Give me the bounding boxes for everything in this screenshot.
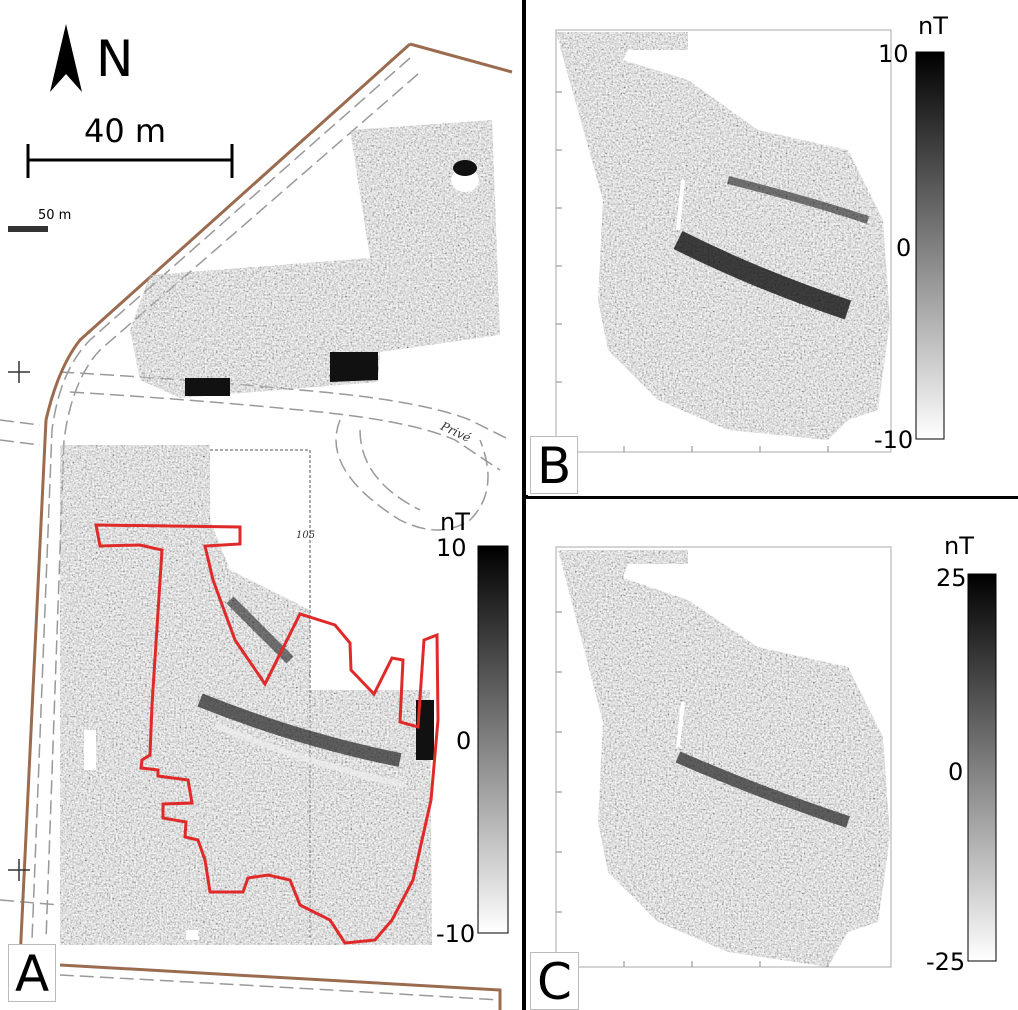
colorbar-c-unit: nT xyxy=(944,532,974,560)
plot-frame-b xyxy=(555,29,892,453)
colorbar-c-max-label: 25 xyxy=(936,564,967,592)
colorbar-b-unit: nT xyxy=(918,12,948,40)
basemap-scale-label: 50 m xyxy=(38,208,72,223)
north-arrow-icon xyxy=(50,24,82,92)
colorbar-a-max-label: 10 xyxy=(436,534,467,562)
colorbar-a-unit: nT xyxy=(440,508,470,536)
vertical-divider xyxy=(522,0,526,1010)
upper-survey-magnetogram xyxy=(130,120,500,398)
structure-outline xyxy=(94,523,440,945)
scale-bar-label: 40 m xyxy=(84,112,167,150)
panel-a-map-graphics xyxy=(0,24,513,1010)
property-boundary-line xyxy=(18,42,412,961)
property-boundary-line xyxy=(59,963,502,1010)
lower-survey-magnetogram xyxy=(60,445,434,945)
axis-ticks-b xyxy=(556,91,829,452)
axis-ticks-c xyxy=(556,611,829,967)
colorbar-b-min-label: -10 xyxy=(874,426,914,454)
parcel-label: 105 xyxy=(296,530,316,541)
property-boundary-line xyxy=(409,42,513,74)
panel-letter-c: C xyxy=(530,952,579,1010)
colorbar-gradient-b xyxy=(915,51,945,440)
basemap-scale-bar-icon xyxy=(8,226,48,232)
colorbar-c-min-label: -25 xyxy=(926,948,966,976)
plot-frame-c xyxy=(555,546,892,968)
grid-cross-icons xyxy=(8,361,30,881)
panel-letter-b: B xyxy=(530,436,579,494)
magnetogram-c xyxy=(558,550,890,967)
colorbar-gradient-a xyxy=(477,545,509,934)
colorbar-a-min-label: -10 xyxy=(436,920,476,948)
panel-letter-a: A xyxy=(8,944,57,1002)
panel-a-site-map: N 40 m 50 m Privé 105 nT 10 0 -10 A xyxy=(0,24,513,1010)
colorbar-gradient-c xyxy=(967,573,997,962)
panel-b-graphics xyxy=(555,29,945,453)
north-label: N xyxy=(96,30,134,88)
magnetogram-b xyxy=(556,32,890,440)
horizontal-divider xyxy=(526,495,1018,499)
panel-b-magnetic-map: nT 10 0 -10 B xyxy=(528,0,1018,496)
colorbar-b-zero-label: 0 xyxy=(896,234,912,262)
scale-bar-icon xyxy=(26,144,234,178)
colorbar-a-zero-label: 0 xyxy=(456,727,472,755)
colorbar-c-zero-label: 0 xyxy=(948,758,964,786)
panel-c-magnetic-map: nT 25 0 -25 C xyxy=(528,502,1018,1010)
colorbar-b-max-label: 10 xyxy=(878,40,909,68)
panel-c-graphics xyxy=(555,546,997,968)
